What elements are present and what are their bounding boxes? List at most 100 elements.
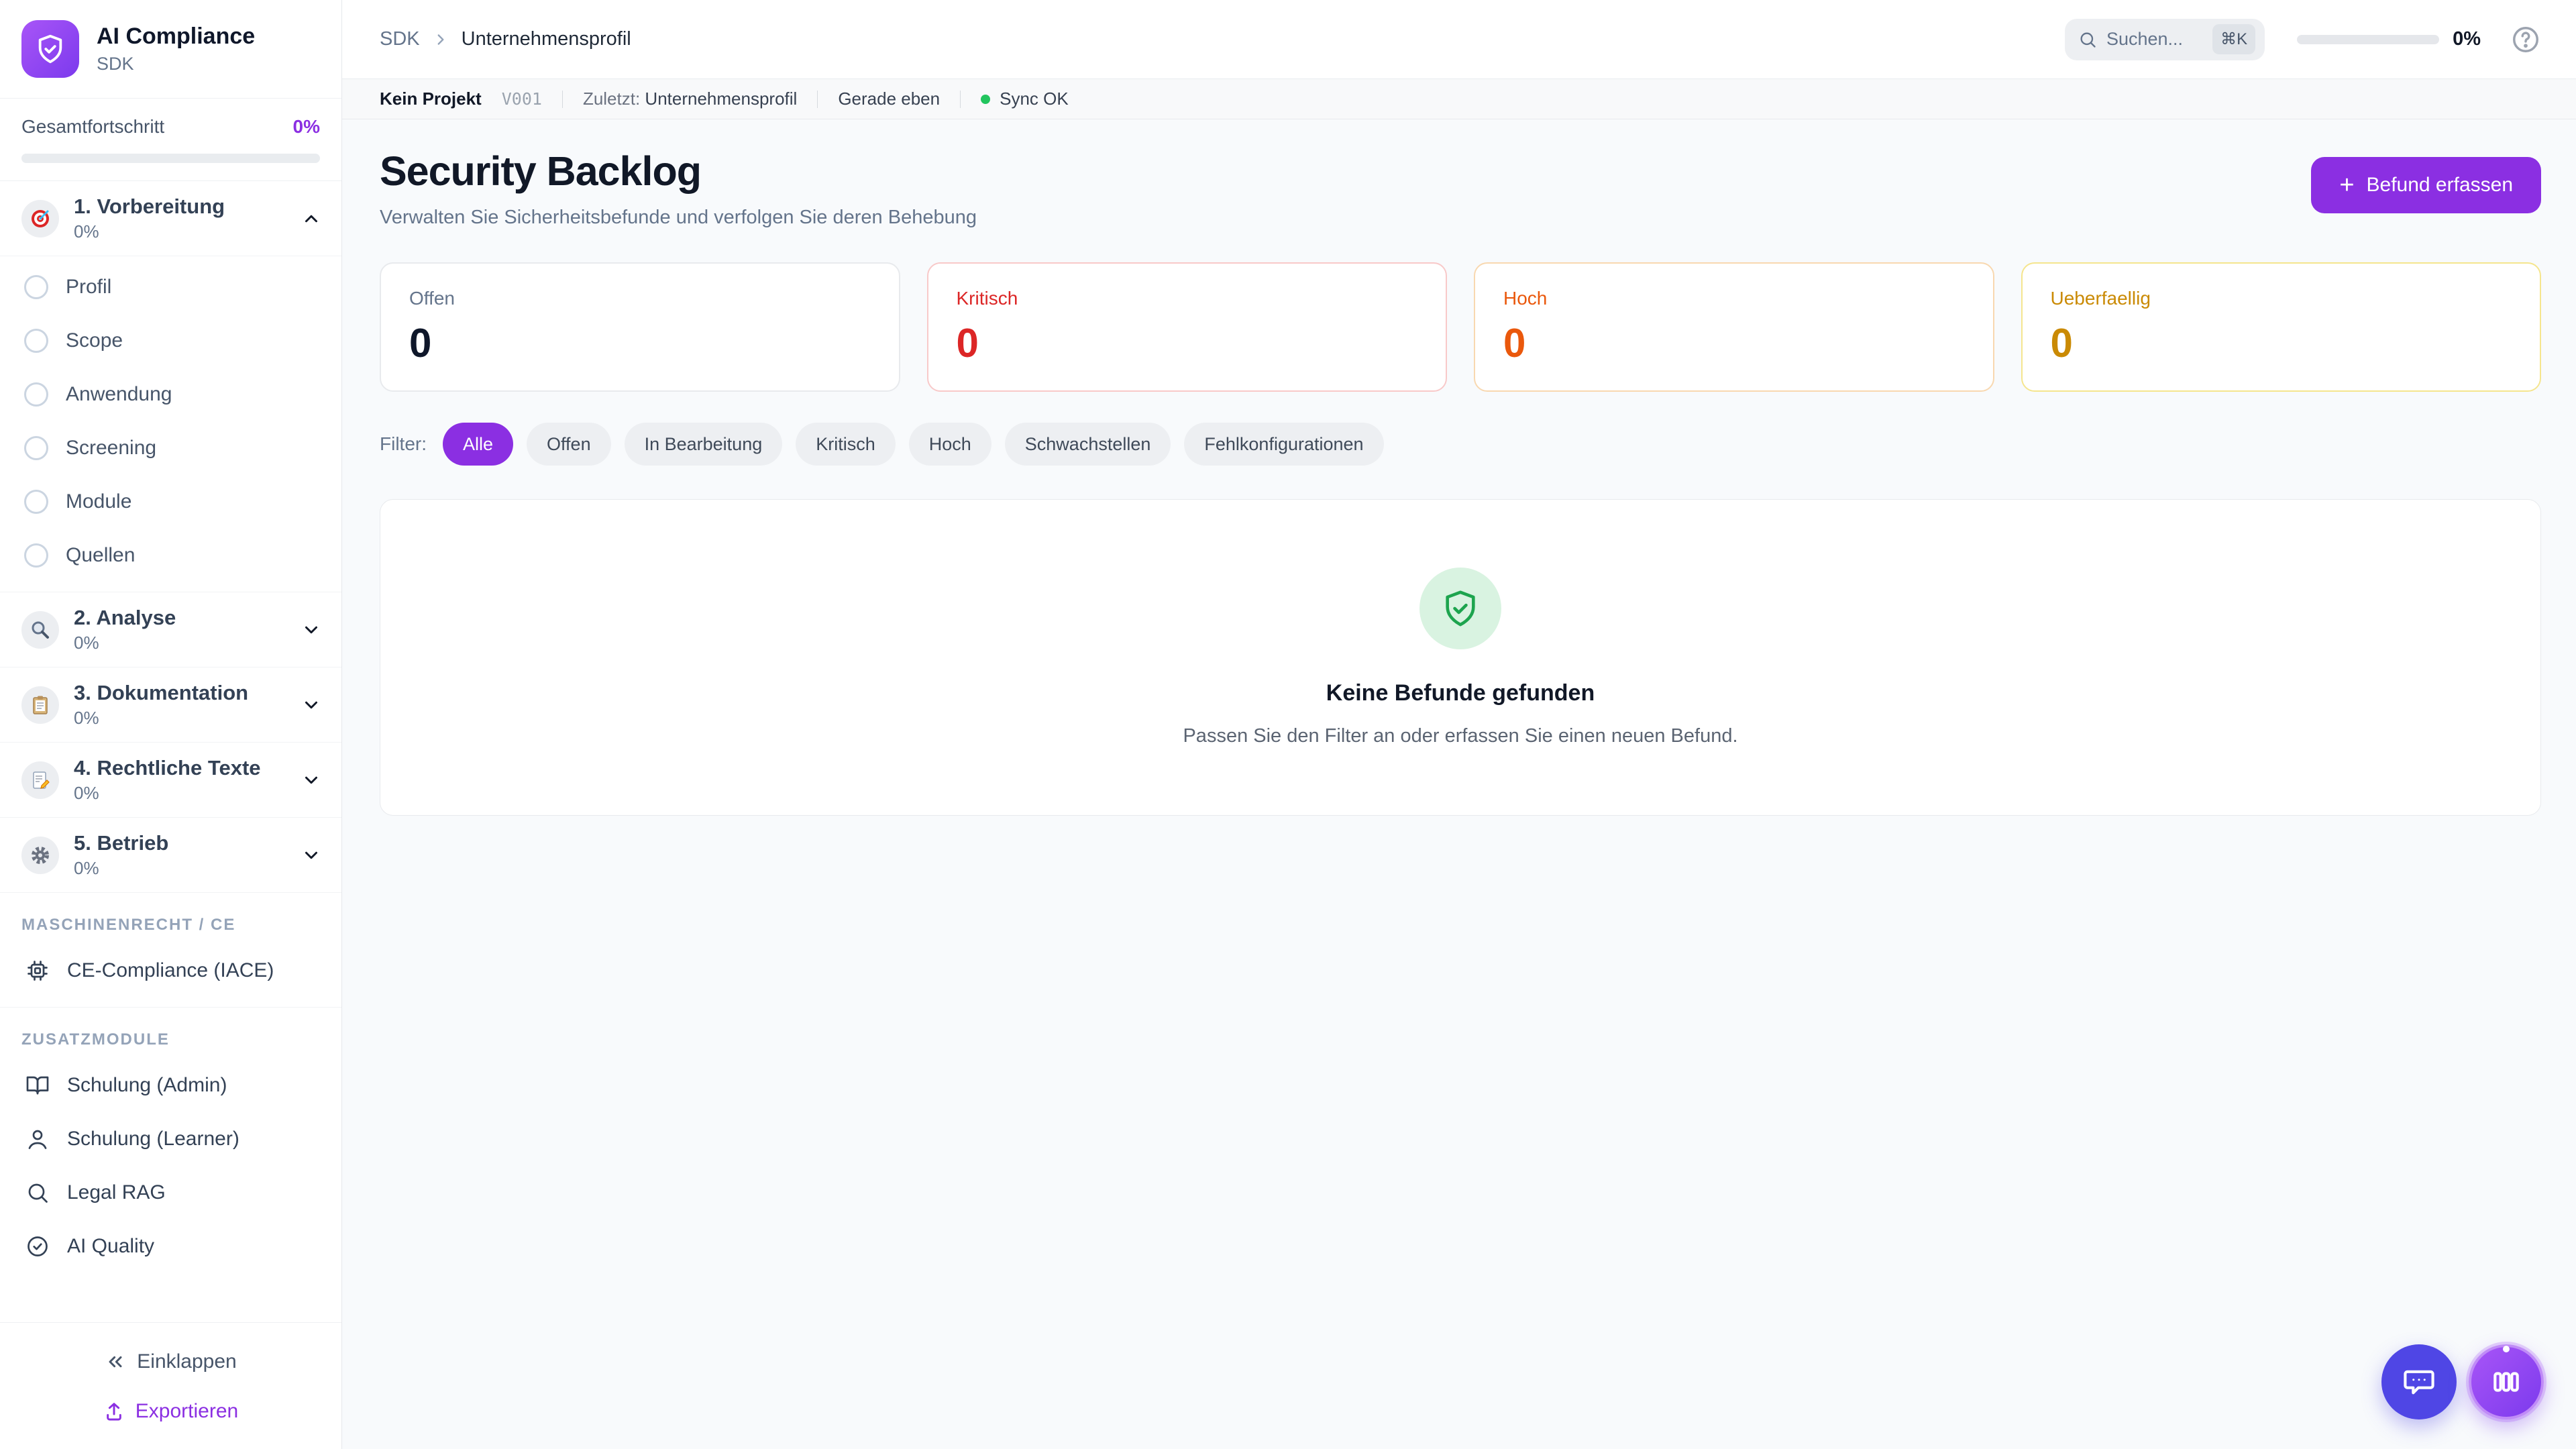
step-radio — [24, 382, 48, 407]
plus-icon: + — [2339, 171, 2355, 199]
sidebar-item-scope[interactable]: Scope — [0, 314, 341, 368]
last-value: Unternehmensprofil — [645, 89, 798, 109]
sync-status-dot — [981, 94, 991, 104]
stat-card-offen: Offen 0 — [380, 262, 900, 392]
breadcrumb: SDK Unternehmensprofil — [380, 28, 631, 50]
filter-chip-offen[interactable]: Offen — [527, 423, 611, 466]
clipboard-icon — [21, 686, 59, 724]
phase-label: 5. Betrieb — [74, 831, 169, 855]
item-label: Screening — [66, 437, 157, 459]
sidebar-item-screening[interactable]: Screening — [0, 421, 341, 475]
app-logo — [21, 20, 79, 78]
memo-icon — [21, 761, 59, 799]
help-icon[interactable] — [2510, 24, 2541, 55]
step-radio — [24, 436, 48, 460]
stat-label: Hoch — [1503, 288, 1548, 309]
phase-percent: 0% — [74, 633, 99, 653]
filter-chip-alle[interactable]: Alle — [443, 423, 514, 466]
app-header: AI Compliance SDK — [0, 0, 341, 99]
filter-chip-fehlkonfigurationen[interactable]: Fehlkonfigurationen — [1184, 423, 1384, 466]
breadcrumb-root[interactable]: SDK — [380, 28, 420, 50]
export-button[interactable]: Exportieren — [0, 1390, 341, 1433]
phase-label: 4. Rechtliche Texte — [74, 756, 261, 780]
stat-value: 0 — [1503, 321, 1526, 366]
target-icon — [21, 199, 59, 237]
sidebar-item-schulung-learner[interactable]: Schulung (Learner) — [0, 1112, 341, 1166]
sidebar-phase-rechtliche-texte[interactable]: 4. Rechtliche Texte 0% — [0, 743, 341, 818]
sidebar-phase-vorbereitung[interactable]: 1. Vorbereitung 0% — [0, 181, 341, 256]
step-radio — [24, 329, 48, 353]
project-name: Kein Projekt — [380, 89, 482, 109]
overall-progress-percent: 0% — [292, 116, 320, 137]
chevron-right-icon — [432, 31, 449, 48]
app-title: AI Compliance — [97, 23, 256, 49]
filter-chip-in-bearbeitung[interactable]: In Bearbeitung — [624, 423, 783, 466]
sidebar-item-ai-quality[interactable]: AI Quality — [0, 1220, 341, 1273]
phase-percent: 0% — [74, 858, 99, 878]
sidebar-phase-betrieb[interactable]: 5. Betrieb 0% — [0, 818, 341, 893]
stat-card-hoch: Hoch 0 — [1474, 262, 1994, 392]
add-finding-button[interactable]: + Befund erfassen — [2311, 157, 2541, 213]
sidebar-item-ce-compliance[interactable]: CE-Compliance (IACE) — [0, 944, 341, 998]
version-badge: V001 — [501, 89, 542, 109]
notification-dot — [2503, 1346, 2510, 1352]
overall-progress: Gesamtfortschritt 0% — [0, 99, 341, 181]
topbar-progress-percent: 0% — [2453, 28, 2481, 50]
sidebar-item-quellen[interactable]: Quellen — [0, 529, 341, 582]
sidebar-item-anwendung[interactable]: Anwendung — [0, 368, 341, 421]
collapse-sidebar-button[interactable]: Einklappen — [0, 1340, 341, 1383]
stat-cards: Offen 0 Kritisch 0 Hoch 0 Ueberfaellig 0 — [380, 262, 2541, 392]
search-placeholder: Suchen... — [2106, 29, 2184, 49]
filter-chip-hoch[interactable]: Hoch — [908, 423, 991, 466]
sidebar-item-schulung-admin[interactable]: Schulung (Admin) — [0, 1059, 341, 1112]
search-icon — [24, 1181, 51, 1205]
group-maschinenrecht: MASCHINENRECHT / CE CE-Compliance (IACE) — [0, 893, 341, 1008]
stat-label: Offen — [409, 288, 455, 309]
topbar-progress-bar — [2297, 34, 2440, 44]
overall-progress-bar — [21, 154, 320, 163]
search-icon — [2078, 30, 2097, 49]
page-title: Security Backlog — [380, 148, 702, 194]
sidebar-item-module[interactable]: Module — [0, 475, 341, 529]
filter-chip-schwachstellen[interactable]: Schwachstellen — [1004, 423, 1171, 466]
chat-bubble-icon — [2402, 1364, 2436, 1399]
empty-state-subtitle: Passen Sie den Filter an oder erfassen S… — [1183, 725, 1738, 747]
cpu-icon — [24, 959, 51, 983]
keyboard-shortcut-badge: ⌘K — [2212, 24, 2256, 54]
stat-value: 0 — [956, 321, 979, 366]
sidebar-nav: 1. Vorbereitung 0% Profil Scope Anwendun… — [0, 181, 341, 1322]
sidebar-phase-analyse[interactable]: 2. Analyse 0% — [0, 592, 341, 667]
collapse-label: Einklappen — [137, 1350, 237, 1373]
phase-vorbereitung-items: Profil Scope Anwendung Screening Module … — [0, 256, 341, 592]
stat-card-ueberfaellig: Ueberfaellig 0 — [2021, 262, 2541, 392]
kanban-button[interactable] — [2469, 1344, 2544, 1419]
sidebar-footer: Einklappen Exportieren — [0, 1322, 341, 1449]
search-input[interactable]: Suchen... ⌘K — [2064, 18, 2265, 60]
floating-buttons — [2381, 1344, 2544, 1419]
item-label: Anwendung — [66, 383, 172, 405]
sidebar-item-legal-rag[interactable]: Legal RAG — [0, 1166, 341, 1220]
chevron-up-icon — [301, 209, 321, 229]
phase-percent: 0% — [74, 783, 99, 803]
divider — [817, 90, 818, 108]
step-radio — [24, 543, 48, 568]
sidebar-item-label: Schulung (Learner) — [67, 1128, 239, 1150]
divider — [561, 90, 563, 108]
step-radio — [24, 275, 48, 299]
group-label: MASCHINENRECHT / CE — [21, 916, 236, 934]
sidebar-item-label: Legal RAG — [67, 1181, 166, 1203]
upload-icon — [103, 1401, 125, 1422]
sidebar-item-profil[interactable]: Profil — [0, 260, 341, 314]
double-chevron-left-icon — [105, 1351, 126, 1373]
sidebar-phase-dokumentation[interactable]: 3. Dokumentation 0% — [0, 667, 341, 743]
magnifier-icon — [21, 610, 59, 649]
filter-bar: Filter: Alle Offen In Bearbeitung Kritis… — [380, 423, 2541, 466]
filter-chip-kritisch[interactable]: Kritisch — [796, 423, 896, 466]
item-label: Profil — [66, 276, 112, 298]
add-finding-label: Befund erfassen — [2366, 174, 2513, 196]
chat-button[interactable] — [2381, 1344, 2457, 1419]
kanban-columns-icon — [2489, 1365, 2523, 1399]
check-circle-icon — [24, 1234, 51, 1258]
empty-state-icon-circle — [1419, 568, 1501, 649]
sidebar-item-label: CE-Compliance (IACE) — [67, 959, 274, 981]
